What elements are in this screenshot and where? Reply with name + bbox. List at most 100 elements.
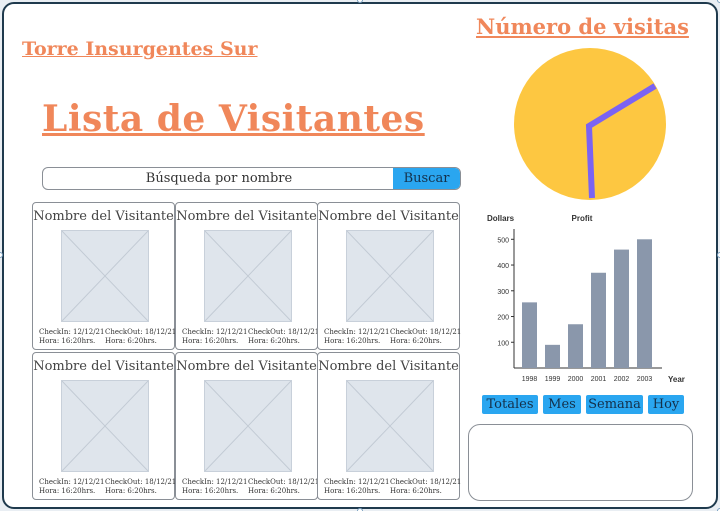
checkin-date: CheckIn: 12/12/21 [182,478,248,486]
checkin-time: Hora: 16:20hrs. [182,487,239,495]
checkout-date: CheckOut: 18/12/21 [105,328,177,336]
checkout-time: Hora: 6:20hrs. [248,487,300,495]
checkin-info: CheckIn: 12/12/21 Hora: 16:20hrs. [39,478,104,496]
checkin-time: Hora: 16:20hrs. [182,337,239,345]
chart-ylabel: Dollars [487,214,515,223]
x-tick-label: 1999 [545,376,561,383]
checkin-time: Hora: 16:20hrs. [39,487,96,495]
resize-handle[interactable] [357,508,363,511]
y-tick-label: 200 [497,315,509,322]
resize-handle[interactable] [717,508,720,511]
checkin-time: Hora: 16:20hrs. [324,487,381,495]
checkin-date: CheckIn: 12/12/21 [324,328,390,336]
bar-2001 [591,272,606,368]
visitor-card[interactable]: Nombre del Visitante CheckIn: 12/12/21 Hor… [175,352,319,500]
bar-1999 [545,344,560,368]
checkout-info: CheckOut: 18/12/21 Hora: 6:20hrs. [390,478,461,496]
checkout-info: CheckOut: 18/12/21 Hora: 6:20hrs. [105,328,176,346]
checkout-date: CheckOut: 18/12/21 [390,478,462,486]
checkin-date: CheckIn: 12/12/21 [39,478,105,486]
y-tick-label: 400 [497,263,509,270]
y-tick-label: 500 [497,237,509,244]
search-button[interactable]: Buscar [393,168,460,189]
semana-button[interactable]: Semana [586,395,643,414]
visitor-card[interactable]: Nombre del Visitante CheckIn: 12/12/21 Hor… [175,202,319,350]
chart-title: Profit [572,214,593,223]
bar-2000 [568,324,583,368]
checkout-date: CheckOut: 18/12/21 [248,478,320,486]
checkout-time: Hora: 6:20hrs. [390,487,442,495]
x-tick-label: 1998 [522,376,538,383]
mes-button[interactable]: Mes [543,395,581,414]
checkin-info: CheckIn: 12/12/21 Hora: 16:20hrs. [39,328,104,346]
visitor-photo-placeholder [61,380,149,472]
y-tick-label: 100 [497,340,509,347]
totales-button[interactable]: Totales [482,395,538,414]
checkin-time: Hora: 16:20hrs. [324,337,381,345]
chart-xlabel: Year [668,375,685,384]
bar-2002 [614,249,629,368]
checkin-info: CheckIn: 12/12/21 Hora: 16:20hrs. [182,328,247,346]
checkout-date: CheckOut: 18/12/21 [248,328,320,336]
visitor-photo-placeholder [346,230,434,322]
site-title: Torre Insurgentes Sur [22,38,258,60]
profit-bar-chart: Dollars Profit Year 100 200 300 400 500 1998… [487,214,685,384]
search-bar: Buscar [42,167,461,190]
results-panel [468,424,693,501]
checkout-date: CheckOut: 18/12/21 [390,328,462,336]
image-placeholder-icon [205,381,291,471]
checkin-date: CheckIn: 12/12/21 [182,328,248,336]
checkin-time: Hora: 16:20hrs. [39,337,96,345]
bar-2003 [637,239,652,368]
visitor-photo-placeholder [346,380,434,472]
checkin-date: CheckIn: 12/12/21 [39,328,105,336]
x-tick-label: 2003 [637,376,653,383]
visitor-photo-placeholder [204,230,292,322]
visitor-name: Nombre del Visitante [176,209,317,224]
checkout-info: CheckOut: 18/12/21 Hora: 6:20hrs. [390,328,461,346]
checkout-info: CheckOut: 18/12/21 Hora: 6:20hrs. [248,478,319,496]
checkin-date: CheckIn: 12/12/21 [324,478,390,486]
image-placeholder-icon [347,231,433,321]
bar-1998 [522,302,537,368]
checkout-time: Hora: 6:20hrs. [105,337,157,345]
resize-handle[interactable] [0,252,3,258]
visitor-name: Nombre del Visitante [318,359,459,374]
x-tick-label: 2002 [614,376,630,383]
checkout-time: Hora: 6:20hrs. [390,337,442,345]
checkout-date: CheckOut: 18/12/21 [105,478,177,486]
x-tick-label: 2001 [591,376,607,383]
checkin-info: CheckIn: 12/12/21 Hora: 16:20hrs. [324,328,389,346]
visitor-card[interactable]: Nombre del Visitante CheckIn: 12/12/21 Hor… [32,352,176,500]
image-placeholder-icon [62,231,148,321]
visitor-name: Nombre del Visitante [33,359,174,374]
visitor-photo-placeholder [204,380,292,472]
search-input[interactable] [43,168,395,189]
checkout-time: Hora: 6:20hrs. [248,337,300,345]
clock-hand [585,83,657,199]
checkout-time: Hora: 6:20hrs. [105,487,157,495]
checkout-info: CheckOut: 18/12/21 Hora: 6:20hrs. [105,478,176,496]
visitor-card[interactable]: Nombre del Visitante CheckIn: 12/12/21 Hor… [32,202,176,350]
image-placeholder-icon [347,381,433,471]
image-placeholder-icon [62,381,148,471]
resize-handle[interactable] [357,0,363,3]
checkout-info: CheckOut: 18/12/21 Hora: 6:20hrs. [248,328,319,346]
visitor-name: Nombre del Visitante [318,209,459,224]
image-placeholder-icon [205,231,291,321]
visitor-name: Nombre del Visitante [33,209,174,224]
visits-pie-chart [514,48,666,200]
visits-title: Número de visitas [476,14,689,39]
y-tick-label: 300 [497,289,509,296]
x-tick-label: 2000 [568,376,584,383]
checkin-info: CheckIn: 12/12/21 Hora: 16:20hrs. [182,478,247,496]
hoy-button[interactable]: Hoy [648,395,684,414]
visitor-card[interactable]: Nombre del Visitante CheckIn: 12/12/21 Hor… [317,352,461,500]
checkin-info: CheckIn: 12/12/21 Hora: 16:20hrs. [324,478,389,496]
visitor-card[interactable]: Nombre del Visitante CheckIn: 12/12/21 Hor… [317,202,461,350]
visitor-photo-placeholder [61,230,149,322]
resize-handle[interactable] [717,252,720,258]
resize-handle[interactable] [717,0,720,3]
page-title: Lista de Visitantes [42,98,425,140]
